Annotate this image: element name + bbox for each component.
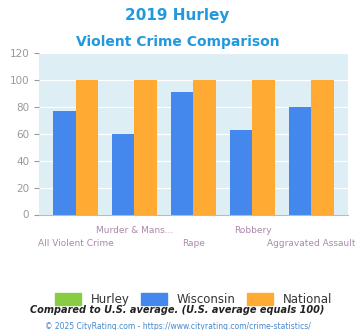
Bar — [112, 134, 135, 214]
Bar — [53, 111, 76, 214]
Bar — [171, 92, 193, 214]
Text: Compared to U.S. average. (U.S. average equals 100): Compared to U.S. average. (U.S. average … — [30, 305, 325, 315]
Text: Violent Crime Comparison: Violent Crime Comparison — [76, 35, 279, 49]
Text: Rape: Rape — [182, 240, 205, 248]
Bar — [289, 107, 311, 214]
Bar — [230, 130, 252, 214]
Text: © 2025 CityRating.com - https://www.cityrating.com/crime-statistics/: © 2025 CityRating.com - https://www.city… — [45, 322, 310, 330]
Bar — [252, 80, 275, 214]
Bar — [135, 80, 157, 214]
Bar — [76, 80, 98, 214]
Bar — [193, 80, 216, 214]
Bar — [311, 80, 334, 214]
Text: All Violent Crime: All Violent Crime — [38, 240, 113, 248]
Text: Murder & Mans...: Murder & Mans... — [96, 226, 173, 235]
Text: 2019 Hurley: 2019 Hurley — [125, 8, 230, 23]
Text: Aggravated Assault: Aggravated Assault — [267, 240, 355, 248]
Legend: Hurley, Wisconsin, National: Hurley, Wisconsin, National — [50, 288, 337, 311]
Text: Robbery: Robbery — [234, 226, 271, 235]
